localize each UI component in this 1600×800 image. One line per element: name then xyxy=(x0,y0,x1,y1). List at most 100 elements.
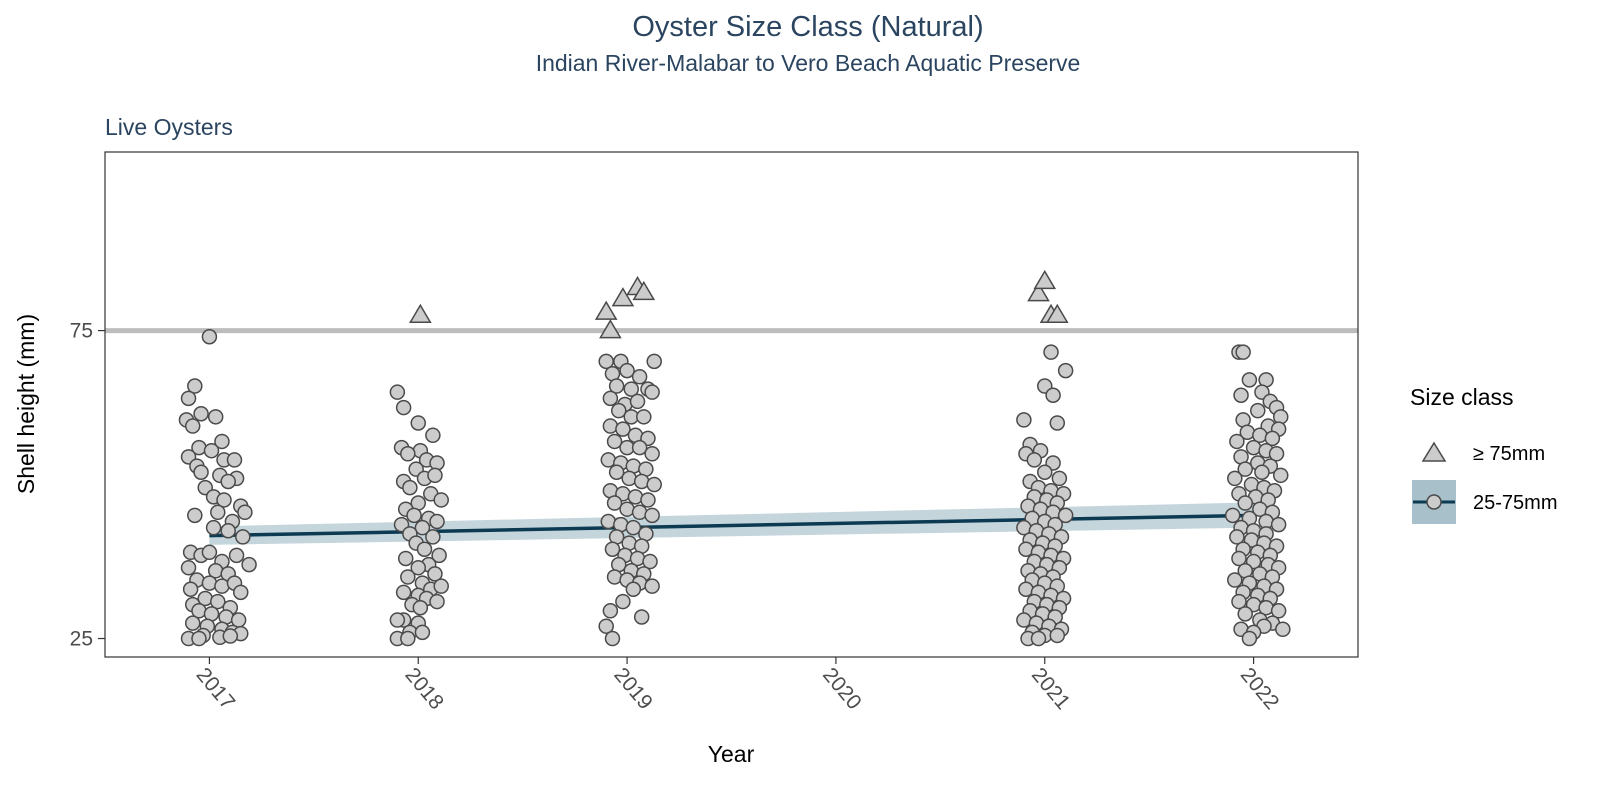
data-point-circle xyxy=(615,421,631,437)
legend-label-large: ≥ 75mm xyxy=(1473,443,1545,465)
data-point-circle xyxy=(1268,446,1285,462)
data-point-circle xyxy=(602,418,619,434)
data-point-circle xyxy=(1270,603,1287,619)
data-point-circle xyxy=(1049,627,1066,644)
data-point-triangle xyxy=(632,280,656,301)
data-point-circle xyxy=(633,609,650,625)
data-point-circle xyxy=(216,492,232,508)
data-point-circle xyxy=(429,593,445,610)
data-point-circle xyxy=(1016,412,1032,428)
data-point-circle xyxy=(623,381,640,397)
data-point-circle xyxy=(402,479,418,496)
data-point-circle xyxy=(1275,621,1291,638)
data-point-circle xyxy=(606,569,623,585)
data-point-circle xyxy=(433,578,449,594)
data-point-circle xyxy=(619,501,635,517)
x-tick-label: 2018 xyxy=(400,663,448,714)
data-point-circle xyxy=(241,556,257,573)
y-tick-label: 25 xyxy=(70,628,93,651)
data-point-triangle xyxy=(594,300,618,320)
data-point-circle xyxy=(214,578,230,594)
series-large xyxy=(409,269,1069,339)
data-point-circle xyxy=(644,507,660,524)
data-point-circle xyxy=(1264,430,1281,447)
data-point-circle xyxy=(602,603,619,619)
data-point-circle xyxy=(608,378,625,394)
x-axis-title: Year xyxy=(708,741,755,767)
data-point-circle xyxy=(214,433,230,450)
data-point-circle xyxy=(1231,593,1247,610)
data-point-circle xyxy=(237,504,253,521)
data-point-circle xyxy=(400,446,416,462)
data-point-circle xyxy=(1235,344,1251,360)
data-point-circle xyxy=(606,433,623,450)
data-point-circle xyxy=(604,541,621,557)
data-point-circle xyxy=(395,399,412,416)
data-point-triangle xyxy=(1027,282,1050,302)
data-point-circle xyxy=(646,353,662,370)
data-point-circle xyxy=(180,390,197,407)
data-point-circle xyxy=(201,544,218,561)
plot-panel-border xyxy=(104,151,1359,658)
x-tick-label: 2021 xyxy=(1027,663,1075,714)
data-point-circle xyxy=(1016,612,1032,628)
data-point-circle xyxy=(205,519,222,536)
data-point-circle xyxy=(1229,433,1245,450)
data-point-circle xyxy=(631,369,648,385)
data-point-circle xyxy=(397,550,414,567)
data-point-circle xyxy=(429,513,445,530)
data-point-circle xyxy=(1231,550,1247,567)
data-point-circle xyxy=(1237,461,1253,477)
data-point-circle xyxy=(600,452,617,468)
data-point-circle xyxy=(184,418,201,434)
data-points-layer xyxy=(178,269,1291,647)
data-point-circle xyxy=(414,624,431,641)
data-point-circle xyxy=(1245,439,1262,456)
data-point-circle xyxy=(193,464,209,480)
data-point-circle xyxy=(228,547,245,564)
data-point-circle xyxy=(427,566,443,582)
data-point-circle xyxy=(232,584,249,601)
data-point-circle xyxy=(193,405,209,422)
data-point-circle xyxy=(1229,529,1245,545)
data-point-circle xyxy=(598,618,614,634)
data-point-circle xyxy=(220,473,236,490)
data-point-circle xyxy=(222,628,239,644)
data-point-circle xyxy=(1237,606,1253,622)
series-medium xyxy=(178,329,1291,647)
data-point-circle xyxy=(1227,572,1243,588)
data-point-circle xyxy=(410,559,426,576)
legend-title: Size class xyxy=(1410,384,1514,410)
data-point-circle xyxy=(1018,541,1034,557)
chart-subtitle: Indian River-Malabar to Vero Beach Aquat… xyxy=(536,50,1081,76)
data-point-circle xyxy=(425,427,441,444)
data-point-circle xyxy=(400,569,416,585)
data-point-circle xyxy=(235,529,251,545)
y-axis-title: Shell height (mm) xyxy=(13,314,39,494)
data-point-circle xyxy=(644,446,660,462)
data-point-circle xyxy=(1051,470,1068,487)
data-point-circle xyxy=(1045,387,1061,404)
x-tick-label: 2017 xyxy=(192,663,240,714)
data-point-circle xyxy=(395,584,412,601)
data-point-circle xyxy=(646,476,662,493)
data-point-circle xyxy=(1057,507,1074,524)
data-point-triangle xyxy=(1045,303,1069,323)
data-point-circle xyxy=(631,439,648,456)
x-tick-label: 2020 xyxy=(818,663,866,714)
data-point-circle xyxy=(400,630,416,647)
data-point-circle xyxy=(389,384,406,400)
data-point-circle xyxy=(1272,467,1289,484)
data-point-circle xyxy=(600,513,617,530)
panel-title: Live Oysters xyxy=(105,114,233,140)
data-point-triangle xyxy=(1033,269,1057,290)
data-point-circle xyxy=(210,504,226,521)
data-point-circle xyxy=(406,507,422,524)
data-point-circle xyxy=(1018,581,1034,598)
data-point-triangle xyxy=(611,287,635,307)
data-point-circle xyxy=(1043,344,1059,360)
data-point-circle xyxy=(431,547,447,564)
data-point-circle xyxy=(1224,507,1241,524)
data-point-circle xyxy=(201,329,218,345)
